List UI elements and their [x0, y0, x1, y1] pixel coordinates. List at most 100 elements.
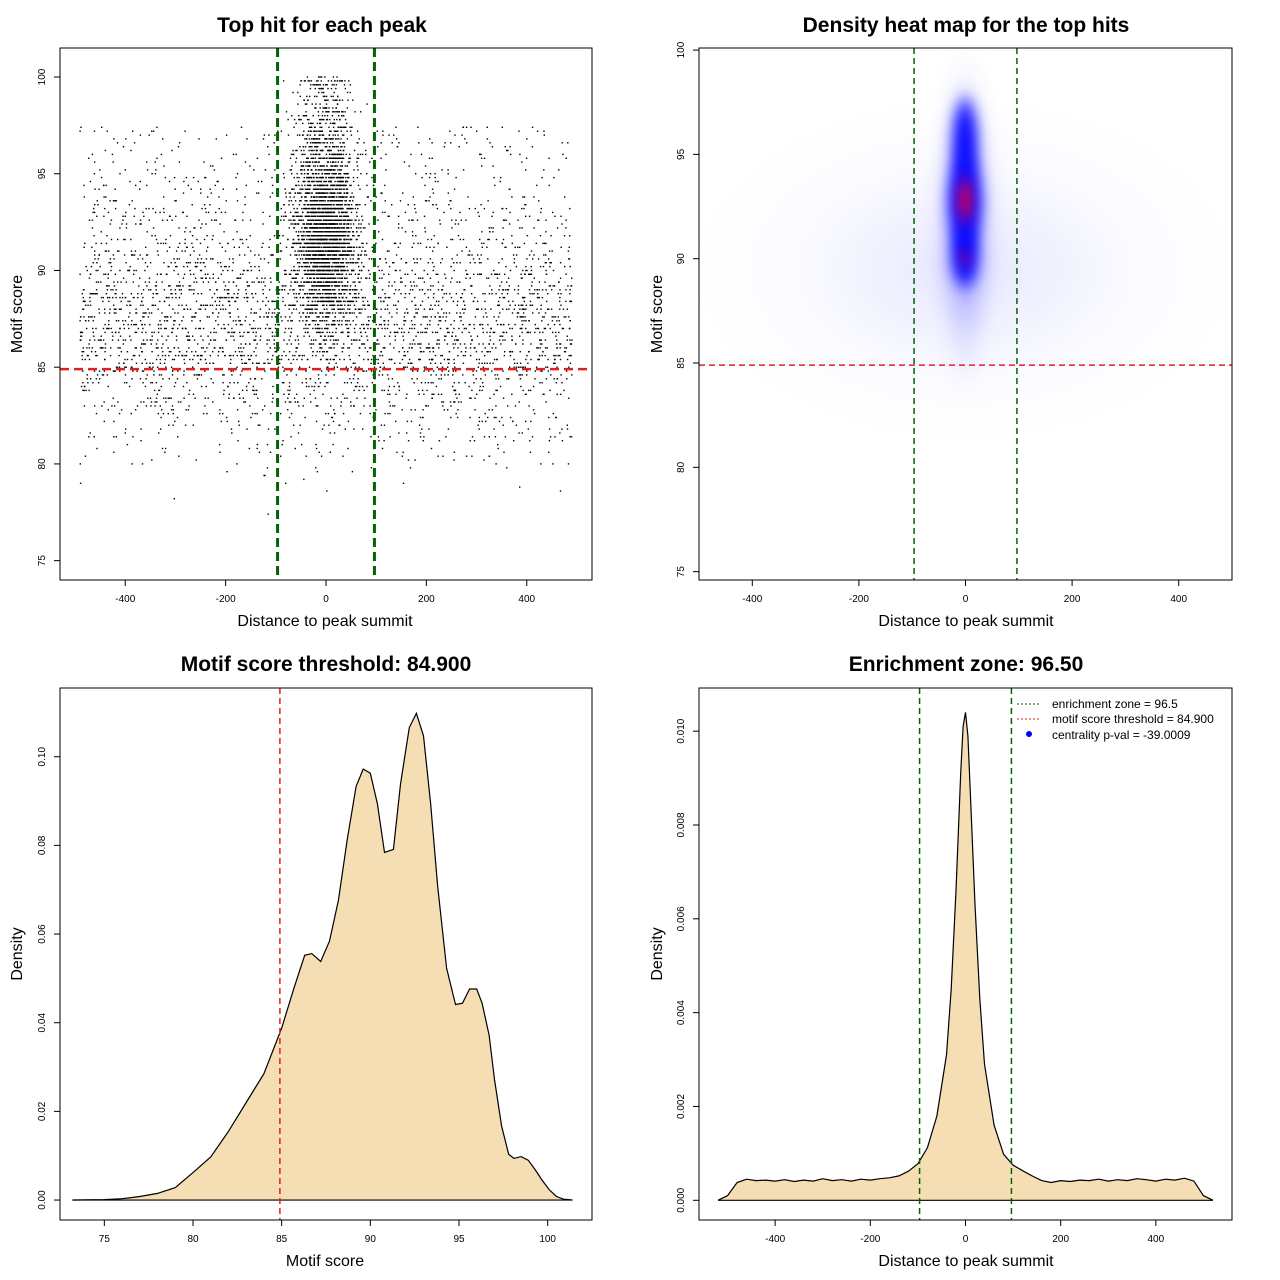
scatter-point: [396, 146, 399, 148]
scatter-point: [519, 486, 521, 488]
scatter-point: [141, 323, 143, 326]
scatter-point: [511, 335, 513, 337]
scatter-point: [178, 258, 180, 260]
scatter-point: [431, 157, 433, 159]
scatter-point: [220, 327, 223, 330]
scatter-point: [537, 327, 540, 330]
scatter-point: [410, 409, 412, 411]
scatter-point: [394, 362, 396, 364]
scatter-point: [565, 227, 567, 229]
scatter-point: [103, 420, 105, 423]
scatter-point: [210, 339, 212, 341]
scatter-point: [252, 389, 254, 392]
scatter-point: [98, 312, 101, 314]
scatter-point: [471, 455, 473, 457]
scatter-point: [549, 436, 552, 438]
scatter-point: [143, 401, 145, 403]
scatter-point: [525, 265, 527, 268]
scatter-point: [191, 235, 194, 237]
scatter-point: [317, 323, 319, 326]
scatter-point: [385, 262, 387, 264]
scatter-point: [278, 235, 281, 237]
scatter-point: [282, 80, 285, 82]
scatter-point: [104, 207, 106, 210]
scatter-point: [290, 412, 293, 415]
scatter-point: [88, 436, 90, 438]
scatter-point: [270, 412, 272, 415]
scatter-point: [273, 235, 276, 237]
scatter-point: [159, 211, 161, 214]
scatter-point: [338, 296, 340, 299]
scatter-point: [541, 296, 544, 299]
scatter-point: [330, 215, 332, 217]
scatter-point: [115, 289, 117, 291]
scatter-point: [328, 238, 330, 241]
scatter-point: [517, 285, 520, 287]
scatter-point: [553, 358, 556, 361]
scatter-point: [556, 320, 558, 322]
scatter-point: [338, 115, 340, 117]
scatter-point: [365, 277, 367, 279]
scatter-point: [150, 401, 153, 403]
scatter-point: [135, 223, 137, 225]
scatter-point: [135, 308, 137, 310]
scatter-point: [559, 347, 561, 349]
scatter-point: [508, 223, 511, 225]
scatter-point: [362, 300, 364, 303]
scatter-point: [378, 440, 380, 442]
scatter-point: [570, 300, 573, 303]
scatter-point: [556, 393, 558, 395]
scatter-point: [137, 296, 139, 299]
scatter-point: [475, 370, 478, 372]
scatter-point: [263, 258, 266, 260]
scatter-point: [200, 258, 203, 260]
scatter-point: [144, 262, 147, 264]
scatter-point: [284, 316, 287, 318]
scatter-point: [336, 366, 339, 368]
scatter-point: [517, 312, 520, 314]
scatter-point: [218, 207, 220, 210]
scatter-point: [535, 327, 537, 330]
scatter-point: [107, 409, 109, 411]
scatter-point: [489, 362, 491, 364]
scatter-point: [142, 343, 145, 345]
scatter-point: [98, 188, 100, 190]
scatter-point: [133, 273, 135, 275]
scatter-point: [150, 382, 152, 384]
scatter-point: [164, 316, 167, 318]
scatter-point: [223, 327, 225, 330]
scatter-point: [261, 378, 263, 380]
scatter-point: [423, 366, 425, 368]
scatter-point: [559, 300, 561, 303]
scatter-point: [123, 238, 125, 241]
scatter-point: [260, 258, 262, 260]
scatter-point: [251, 281, 253, 283]
scatter-point: [493, 176, 495, 179]
scatter-point: [224, 250, 227, 252]
scatter-point: [312, 204, 315, 206]
scatter-point: [457, 401, 460, 403]
scatter-point: [479, 323, 482, 326]
scatter-point: [252, 327, 254, 330]
scatter-point: [352, 362, 354, 364]
scatter-point: [165, 242, 167, 245]
scatter-point: [320, 265, 323, 268]
scatter-point: [177, 273, 179, 275]
scatter-point: [311, 200, 314, 202]
scatter-point: [268, 289, 271, 291]
scatter-point: [205, 277, 207, 279]
scatter-point: [382, 130, 384, 132]
scatter-point: [295, 347, 297, 349]
scatter-point: [285, 246, 288, 248]
scatter-point: [530, 265, 532, 268]
scatter-point: [277, 366, 280, 368]
scatter-point: [122, 146, 125, 148]
scatter-point: [513, 366, 515, 368]
scatter-point: [131, 200, 133, 202]
scatter-point: [264, 362, 266, 364]
scatter-point: [126, 358, 129, 361]
scatter-point: [256, 300, 259, 303]
scatter-point: [240, 347, 242, 349]
scatter-point: [352, 180, 355, 183]
